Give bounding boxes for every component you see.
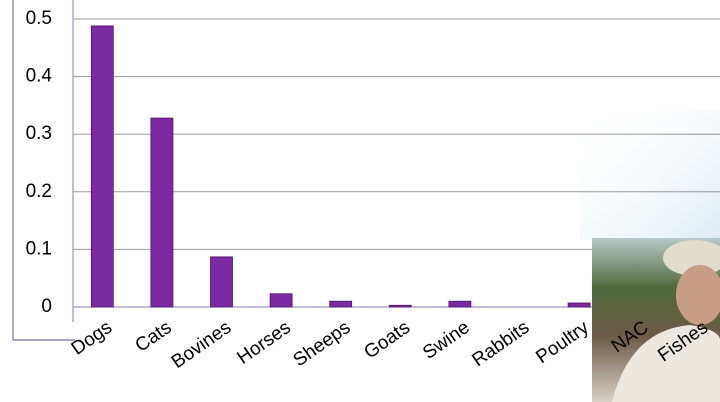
- background-photo: [580, 110, 720, 240]
- bar: [90, 25, 114, 308]
- photo-face: [676, 265, 720, 325]
- bar: [150, 117, 174, 308]
- x-tick-label: Horses: [233, 317, 294, 369]
- bar: [269, 293, 293, 308]
- x-tick-label: Dogs: [68, 317, 116, 360]
- y-tick-label: 0.4: [26, 66, 53, 87]
- y-tick-label: 0: [41, 296, 52, 317]
- x-tick-label: Goats: [360, 317, 414, 363]
- y-tick-label: 0.2: [26, 181, 52, 202]
- bar: [448, 300, 472, 308]
- y-tick-label: 0.5: [26, 8, 52, 29]
- x-tick-label: Sheeps: [290, 317, 355, 371]
- photo-shirt: [612, 325, 720, 402]
- photo: [592, 238, 720, 402]
- bar: [567, 302, 591, 308]
- bar: [210, 256, 233, 308]
- bar: [329, 300, 353, 308]
- x-tick-label: Poultry: [532, 317, 593, 368]
- frame: [12, 0, 75, 341]
- x-tick-label: Bovines: [168, 317, 235, 373]
- bar: [388, 304, 412, 308]
- y-tick-label: 0.3: [26, 123, 52, 144]
- x-tick-label: Swine: [419, 317, 473, 364]
- x-tick-label: Cats: [132, 317, 176, 357]
- x-tick-label: Rabbits: [468, 317, 533, 371]
- y-tick-label: 0.1: [26, 238, 52, 259]
